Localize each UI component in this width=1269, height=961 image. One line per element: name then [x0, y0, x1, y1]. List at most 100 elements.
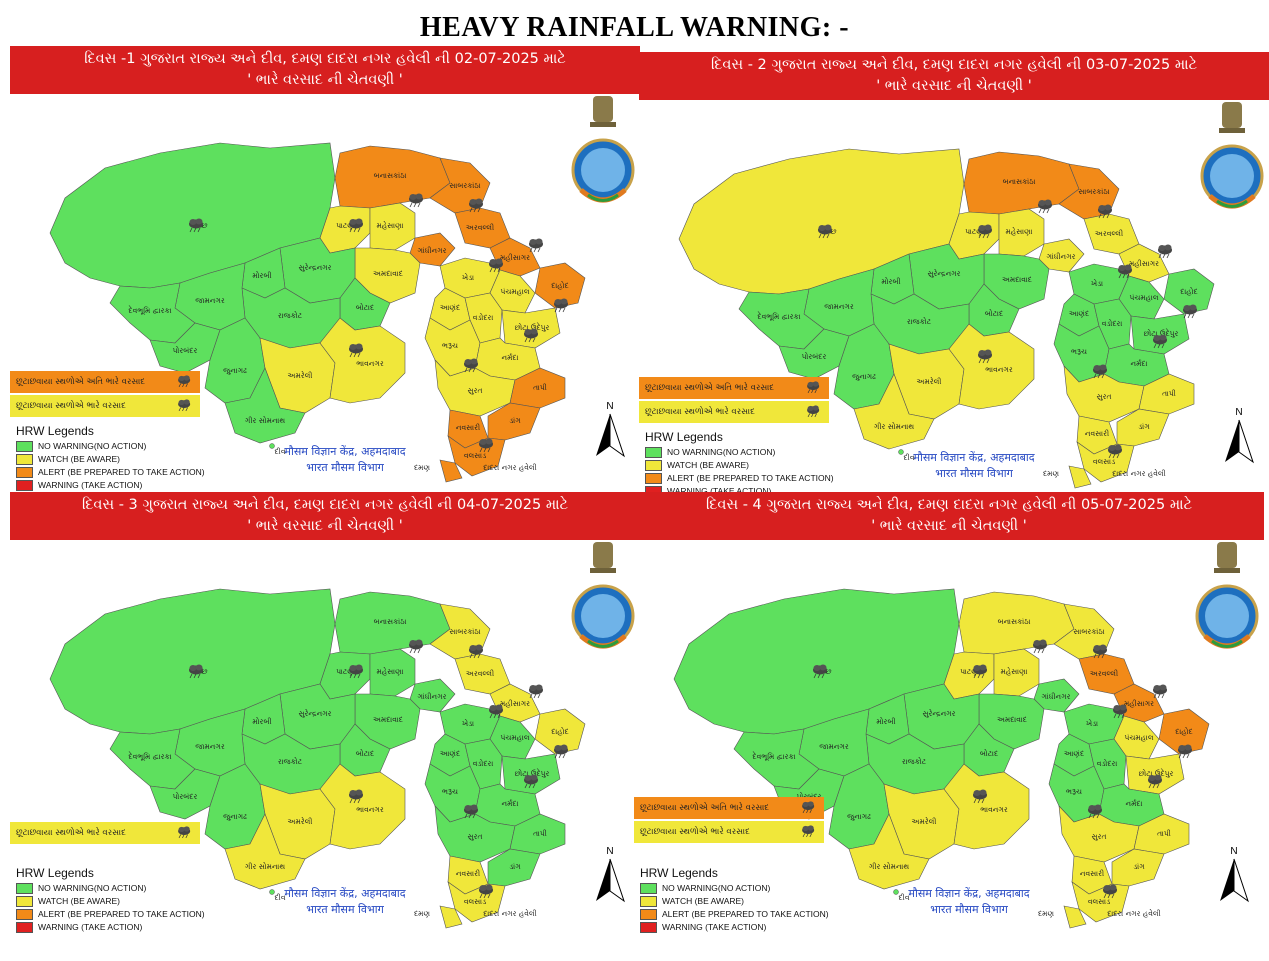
hrw-legend: HRW Legends NO WARNING(NO ACTION) WATCH (B… — [640, 866, 829, 934]
district-mehsana — [998, 208, 1045, 257]
label-ahmedabad: અમદાવાદ — [373, 715, 404, 724]
label-surendranagar: સુરેન્દ્રનગર — [922, 708, 955, 718]
north-arrow-shape — [1220, 858, 1249, 903]
rain-cloud-icon — [1113, 704, 1127, 719]
label-kheda: ખેડા — [1086, 718, 1098, 728]
label-banaskantha: બનાસકાંઠા — [374, 616, 407, 626]
gujarat-map-svg: કચ્છબનાસકાંઠાપાટણમહેસાણાસાબરકાંઠાઅરવલ્લી… — [673, 588, 1210, 929]
agency-credit: मौसम विज्ञान केंद्र, अहमदाबाद भारत मौसम व… — [874, 886, 1064, 918]
label-tapi: તાપી — [1157, 829, 1171, 838]
label-ahmedabad: અમદાવાદ — [1002, 275, 1033, 284]
rain-category-label: છૂટાછવાયા સ્થળોએ અતિ ભારે વરસાદ — [640, 803, 770, 813]
agency-line2: भारत मौसम विभाग — [306, 903, 384, 916]
rain-category-very-heavy: છૂટાછવાયા સ્થળોએ અતિ ભારે વરસાદ — [634, 797, 824, 819]
label-botad: બોટાદ — [980, 748, 999, 758]
label-anand: આણંદ — [440, 748, 461, 758]
district-diu — [893, 889, 899, 895]
gujarat-map-svg: કચ્છબનાસકાંઠાપાટણમહેસાણાસાબરકાંઠાઅરવલ્લી… — [49, 588, 586, 929]
rain-category-label: છૂટાછવાયા સ્થળોએ અતિ ભારે વરસાદ — [16, 377, 146, 387]
north-label: N — [1235, 407, 1243, 418]
label-narmada: નર્મદા — [1126, 798, 1143, 808]
forecast-panel-day2: દિવસ - 2 ગુજરાત રાજ્ય અને દીવ, દમણ દાદરા… — [639, 52, 1269, 497]
rain-cloud-icon — [1178, 744, 1192, 759]
rain-cloud-icon — [802, 825, 815, 837]
gujarat-map-svg: કચ્છબનાસકાંઠાપાટણમહેસાણાસાબરકાંઠાઅરવલ્લી… — [49, 142, 586, 483]
label-botad: બોટાદ — [356, 302, 375, 312]
north-arrow-icon: N — [1216, 846, 1252, 906]
label-botad: બોટાદ — [356, 748, 375, 758]
label-gir: ગીર સોમનાથ — [245, 415, 286, 425]
legend-row: WATCH (BE AWARE) — [16, 453, 205, 466]
rain-cloud-icon — [1153, 684, 1167, 699]
banner-line2: ' ભારે વરસાદ ની ચેતવણી ' — [871, 518, 1027, 534]
label-vadodara: વડોદરા — [1097, 758, 1118, 768]
label-porbandar: પોરબંદર — [802, 351, 827, 361]
north-arrow-shape — [1225, 419, 1254, 464]
label-dang: ડાંગ — [1133, 861, 1145, 871]
legend-swatch — [645, 460, 662, 471]
legend-row: WARNING (TAKE ACTION) — [640, 921, 829, 934]
rain-category-label: છૂટાછવાયા સ્થળોએ અતિ ભારે વરસાદ — [645, 383, 775, 393]
label-rajkot: રાજકોટ — [902, 756, 927, 766]
rain-cloud-shape — [178, 399, 191, 411]
label-morbi: મોરબી — [881, 276, 900, 286]
rain-cloud-icon — [349, 218, 363, 233]
label-rajkot: રાજકોટ — [278, 310, 303, 320]
district-daman — [1068, 465, 1092, 489]
rain-cloud-icon — [1118, 264, 1132, 279]
label-amreli: અમરેલી — [288, 370, 313, 380]
label-surat: સુરત — [1092, 832, 1107, 841]
rain-cloud-icon — [1038, 199, 1052, 214]
rain-cloud-icon — [813, 664, 827, 679]
rain-cloud-shape — [802, 825, 815, 837]
rain-category-heavy: છૂટાછવાયા સ્થળોએ ભારે વરસાદ — [10, 822, 200, 844]
label-mehsana: મહેસાણા — [1001, 666, 1028, 676]
rain-cloud-icon — [1093, 364, 1107, 379]
label-junagadh: જુનાગઢ — [223, 812, 247, 821]
label-sabarkantha: સાબરકાંઠા — [449, 626, 480, 636]
rain-cloud-icon — [464, 358, 478, 373]
label-dang: ડાંગ — [509, 415, 521, 425]
rain-cloud-shape — [802, 801, 815, 813]
label-dahod: દાહોદ — [1175, 726, 1193, 736]
rain-cloud-icon — [1153, 334, 1167, 349]
label-daman: દમણ — [1043, 469, 1059, 478]
rain-cloud-icon — [524, 328, 538, 343]
label-jamnagar: જામનગર — [819, 742, 849, 751]
rain-cloud-icon — [978, 224, 992, 239]
rain-cloud-icon — [554, 744, 568, 759]
label-surendranagar: સુરેન્દ્રનગર — [298, 708, 331, 718]
gujarat-map-svg: કચ્છબનાસકાંઠાપાટણમહેસાણાસાબરકાંઠાઅરવલ્લી… — [678, 148, 1215, 489]
label-dnh: દાદરા નગર હવેલી — [1112, 468, 1165, 478]
label-rajkot: રાજકોટ — [278, 756, 303, 766]
panel-banner: દિવસ - 2 ગુજરાત રાજ્ય અને દીવ, દમણ દાદરા… — [639, 52, 1269, 100]
label-jamnagar: જામનગર — [195, 296, 225, 305]
legend-swatch — [16, 454, 33, 465]
rain-cloud-icon — [802, 801, 815, 813]
forecast-panel-day4: દિવસ - 4 ગુજરાત રાજ્ય અને દીવ, દમણ દાદરા… — [634, 492, 1264, 933]
rain-cloud-icon — [1103, 884, 1117, 899]
legend-swatch — [16, 883, 33, 894]
legend-row: ALERT (BE PREPARED TO TAKE ACTION) — [16, 908, 205, 921]
legend-row: WARNING (TAKE ACTION) — [16, 921, 205, 934]
rain-cloud-icon — [1098, 204, 1112, 219]
rain-category-very-heavy: છૂટાછવાયા સ્થળોએ અતિ ભારે વરસાદ — [10, 371, 200, 393]
label-bhavnagar: ભાવનગર — [356, 805, 384, 814]
imd-emblem-icon — [1197, 98, 1267, 238]
agency-credit: मौसम विज्ञान केंद्र, अहमदाबाद भारत मौसम व… — [250, 886, 440, 918]
label-devbhumi: દેવભૂમિ દ્વારકા — [128, 305, 172, 317]
label-dnh: દાદરા નગર હવેલી — [483, 462, 536, 472]
label-anand: આણંદ — [1064, 748, 1085, 758]
legend-label: WATCH (BE AWARE) — [38, 454, 121, 464]
label-banaskantha: બનાસકાંઠા — [374, 170, 407, 180]
rain-cloud-icon — [178, 826, 191, 838]
label-gir: ગીર સોમનાથ — [869, 861, 910, 871]
label-tapi: તાપી — [533, 829, 547, 838]
label-panchmahal: પંચમહાલ — [500, 286, 529, 296]
label-navsari: નવસારી — [1085, 429, 1109, 438]
agency-line1: मौसम विज्ञान केंद्र, अहमदाबाद — [284, 887, 406, 900]
rain-cloud-shape — [178, 375, 191, 387]
legend-swatch — [640, 883, 657, 894]
label-dang: ડાંગ — [509, 861, 521, 871]
panel-banner: દિવસ - 3 ગુજરાત રાજ્ય અને દીવ, દમણ દાદરા… — [10, 492, 640, 540]
